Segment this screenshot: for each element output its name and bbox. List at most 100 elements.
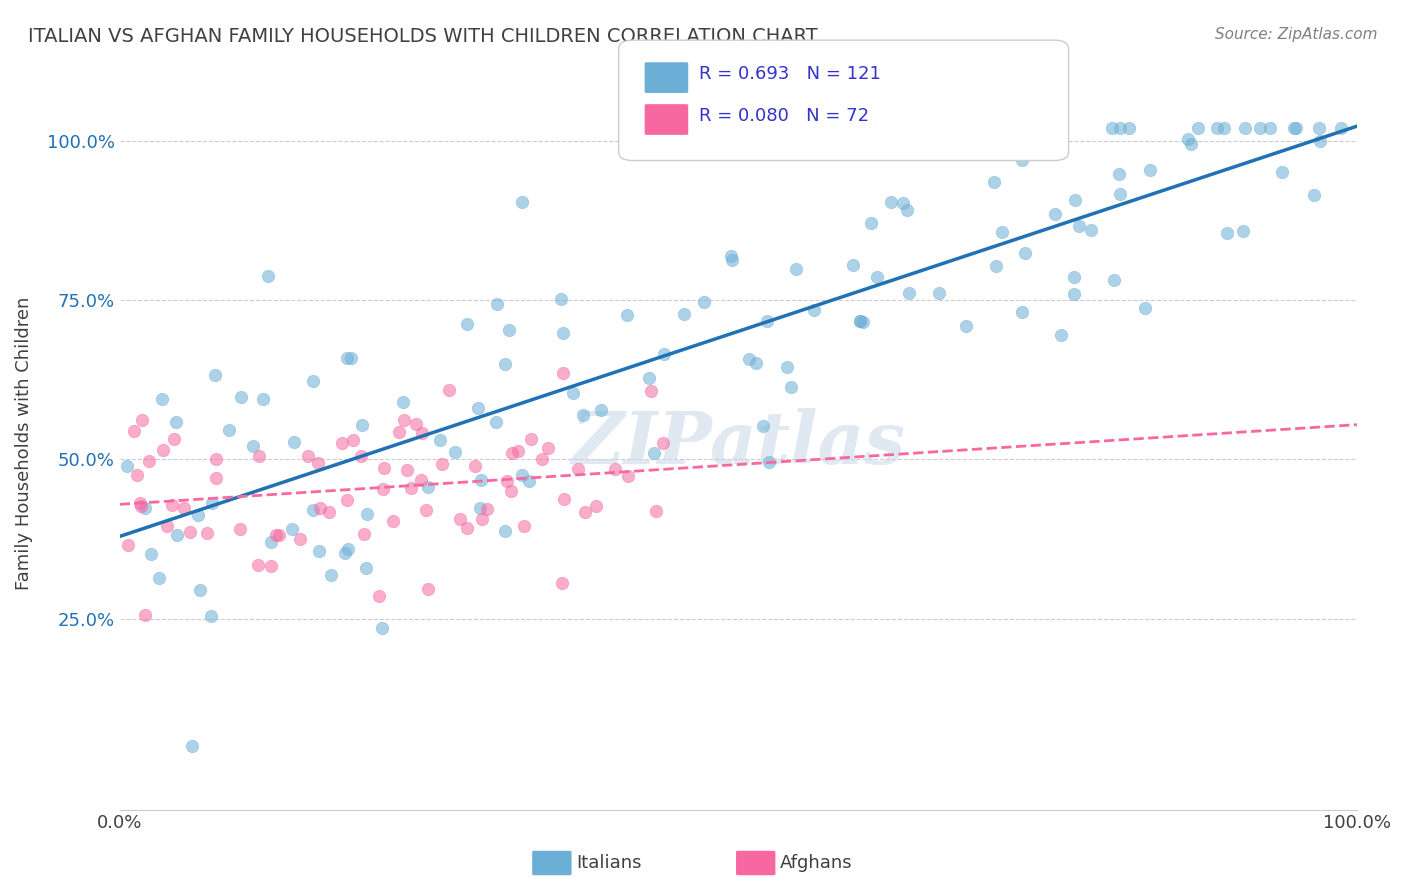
Point xyxy=(494,524,516,538)
Point xyxy=(173,501,195,516)
Point xyxy=(849,314,872,328)
Point xyxy=(721,253,744,268)
Point xyxy=(354,560,377,574)
Point xyxy=(1043,207,1066,221)
Point xyxy=(319,567,342,582)
Point xyxy=(252,392,274,406)
Point xyxy=(134,501,156,516)
Point xyxy=(585,500,607,514)
Point xyxy=(204,368,226,383)
Point xyxy=(229,522,252,536)
Point xyxy=(336,493,359,508)
Point xyxy=(893,196,915,211)
Point xyxy=(494,357,516,371)
Text: Afghans: Afghans xyxy=(780,854,853,871)
Point xyxy=(755,314,778,328)
Point xyxy=(848,313,870,327)
Point xyxy=(456,521,478,535)
Point xyxy=(339,351,361,366)
Point xyxy=(371,621,394,635)
Point xyxy=(983,175,1005,189)
Point xyxy=(388,425,411,439)
Point xyxy=(138,454,160,468)
Point xyxy=(418,582,440,596)
Point xyxy=(163,432,186,446)
Point xyxy=(477,502,499,516)
Point xyxy=(1108,167,1130,181)
Point xyxy=(430,457,453,471)
Point xyxy=(301,374,323,388)
Point xyxy=(134,608,156,623)
Point xyxy=(307,456,329,470)
Point xyxy=(758,455,780,469)
Point xyxy=(485,297,508,311)
Point xyxy=(396,463,419,477)
Point xyxy=(652,436,675,450)
Point xyxy=(501,446,523,460)
Point xyxy=(530,452,553,467)
Point xyxy=(567,462,589,476)
Point xyxy=(550,292,572,306)
Point xyxy=(373,482,395,496)
Point xyxy=(449,512,471,526)
Point xyxy=(205,471,228,485)
Text: R = 0.693   N = 121: R = 0.693 N = 121 xyxy=(699,65,880,83)
Point xyxy=(551,575,574,590)
Point xyxy=(260,534,283,549)
Point xyxy=(160,498,183,512)
Point xyxy=(1011,305,1033,319)
Point xyxy=(269,528,291,542)
Point xyxy=(350,449,373,463)
Point xyxy=(643,446,665,460)
Point xyxy=(1011,153,1033,168)
Point xyxy=(1233,121,1256,136)
Point xyxy=(1330,121,1353,136)
Point xyxy=(553,491,575,506)
Point xyxy=(551,366,574,380)
Point xyxy=(229,390,252,404)
Point xyxy=(673,307,696,321)
Point xyxy=(841,259,863,273)
Point xyxy=(470,474,492,488)
Point xyxy=(467,401,489,415)
Point xyxy=(738,351,761,366)
Point xyxy=(411,425,433,440)
Point xyxy=(562,386,585,401)
Point xyxy=(896,202,918,217)
Point xyxy=(506,443,529,458)
Point xyxy=(468,501,491,516)
Point xyxy=(246,558,269,573)
Point xyxy=(308,543,330,558)
Point xyxy=(205,452,228,467)
Point xyxy=(201,496,224,510)
Point xyxy=(720,249,742,263)
Point xyxy=(1232,224,1254,238)
Point xyxy=(803,303,825,318)
Point xyxy=(572,408,595,422)
Point xyxy=(117,539,139,553)
Point xyxy=(336,351,359,365)
Point xyxy=(405,417,427,432)
Point xyxy=(1285,121,1308,136)
Point xyxy=(200,608,222,623)
Point xyxy=(415,503,437,517)
Point xyxy=(281,522,304,536)
Point xyxy=(574,505,596,519)
Point xyxy=(1308,121,1330,136)
Point xyxy=(1063,287,1085,301)
Point xyxy=(928,285,950,300)
Point xyxy=(259,559,281,574)
Point xyxy=(617,469,640,483)
Point xyxy=(409,473,432,487)
Point xyxy=(1139,162,1161,177)
Point xyxy=(1118,121,1140,136)
Point xyxy=(141,547,163,561)
Point xyxy=(1282,121,1305,136)
Point xyxy=(1258,121,1281,136)
Point xyxy=(131,412,153,426)
Point xyxy=(330,435,353,450)
Point xyxy=(637,370,659,384)
Point xyxy=(745,356,768,370)
Point xyxy=(247,450,270,464)
Point xyxy=(373,461,395,475)
